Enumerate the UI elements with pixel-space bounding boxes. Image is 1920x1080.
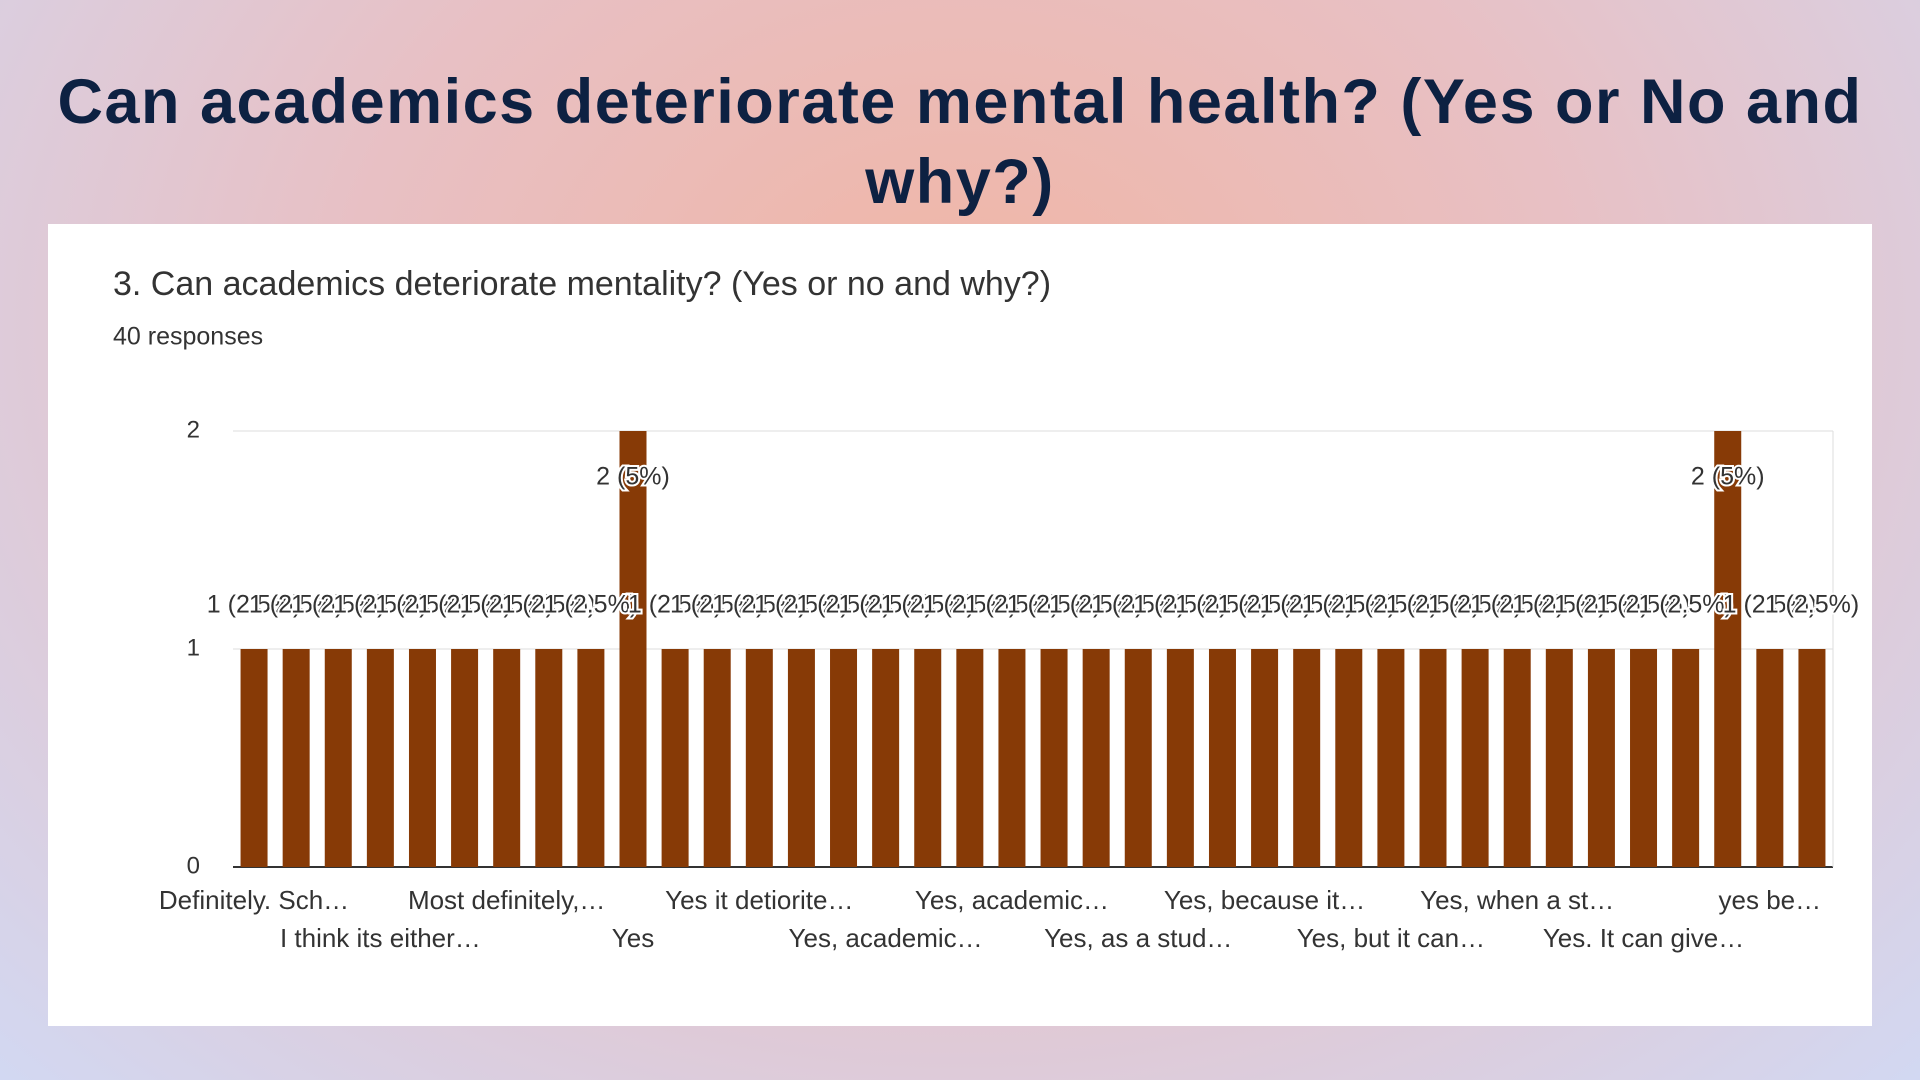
bar bbox=[1251, 649, 1279, 867]
bar bbox=[1082, 649, 1110, 867]
data-label: 1 (2.5%) bbox=[1344, 591, 1438, 619]
bar bbox=[1124, 649, 1152, 867]
data-label: 1 (2.5%) bbox=[1302, 591, 1396, 619]
bar bbox=[1630, 649, 1658, 867]
bar bbox=[872, 649, 900, 867]
bar bbox=[703, 649, 731, 867]
chart-title: 3. Can academics deteriorate mentality? … bbox=[113, 265, 1051, 303]
bar bbox=[1461, 649, 1489, 867]
data-label: 1 (2.5%) bbox=[1765, 591, 1859, 619]
bar bbox=[830, 649, 858, 867]
bar bbox=[240, 649, 268, 867]
bar bbox=[1419, 649, 1447, 867]
bar bbox=[1545, 649, 1573, 867]
data-label: 1 (2.5%) bbox=[670, 591, 764, 619]
data-label: 1 (2.5%) bbox=[375, 591, 469, 619]
data-label: 1 (2.5%) bbox=[880, 591, 974, 619]
bar bbox=[451, 649, 479, 867]
x-tick-label: Definitely. Sch… bbox=[159, 885, 349, 915]
bar bbox=[1166, 649, 1194, 867]
x-tick-label: Yes it detiorite… bbox=[665, 885, 853, 915]
data-label: 1 (2.5%) bbox=[1217, 591, 1311, 619]
bar bbox=[956, 649, 984, 867]
data-label: 1 (2.5%) bbox=[1470, 591, 1564, 619]
bar bbox=[1293, 649, 1321, 867]
data-label: 1 (2.5%) bbox=[249, 591, 343, 619]
bar bbox=[408, 649, 436, 867]
bar bbox=[1208, 649, 1236, 867]
bar bbox=[1377, 649, 1405, 867]
chart-subtitle: 40 responses bbox=[113, 323, 263, 351]
data-label: 1 (2.5%) bbox=[502, 591, 596, 619]
bar bbox=[577, 649, 605, 867]
data-label: 1 (2.5%) bbox=[459, 591, 553, 619]
card bbox=[48, 224, 1872, 1026]
x-tick-label: Yes. It can give… bbox=[1543, 923, 1744, 953]
bar bbox=[914, 649, 942, 867]
data-label: 1 (2.5%) bbox=[1049, 591, 1143, 619]
x-tick-label: Yes, academic… bbox=[789, 923, 983, 953]
bar bbox=[787, 649, 815, 867]
bar bbox=[1756, 649, 1784, 867]
bar bbox=[619, 431, 647, 867]
bar bbox=[661, 649, 689, 867]
data-label: 1 (2.5%) bbox=[796, 591, 890, 619]
data-label: 1 (2.5%) bbox=[1428, 591, 1522, 619]
data-label: 1 (2.5%) bbox=[838, 591, 932, 619]
y-tick-label: 0 bbox=[187, 852, 200, 879]
bar bbox=[1672, 649, 1700, 867]
bar bbox=[1798, 649, 1826, 867]
bar bbox=[366, 649, 394, 867]
x-tick-label: yes be… bbox=[1719, 885, 1822, 915]
data-label: 1 (2.5%) bbox=[1175, 591, 1269, 619]
data-label: 1 (2.5%) bbox=[965, 591, 1059, 619]
bar bbox=[1503, 649, 1531, 867]
bar bbox=[1040, 649, 1068, 867]
bar bbox=[493, 649, 521, 867]
y-tick-label: 2 bbox=[187, 416, 200, 443]
x-tick-label: Yes, when a st… bbox=[1420, 885, 1614, 915]
data-label: 1 (2.5%) bbox=[628, 591, 722, 619]
data-label: 1 (2.5%) bbox=[1386, 591, 1480, 619]
y-tick-label: 1 bbox=[187, 634, 200, 661]
data-label: 1 (2.5%) bbox=[1554, 591, 1648, 619]
bar bbox=[1335, 649, 1363, 867]
x-tick-label: I think its either… bbox=[280, 923, 481, 953]
x-tick-label: Yes, because it… bbox=[1164, 885, 1365, 915]
data-label: 1 (2.5%) bbox=[1638, 591, 1732, 619]
data-label: 1 (2.5%) bbox=[1259, 591, 1353, 619]
data-label: 2 (5%) bbox=[596, 463, 670, 491]
bar bbox=[1714, 431, 1742, 867]
bar bbox=[745, 649, 773, 867]
x-tick-label: Yes bbox=[612, 923, 654, 953]
bar bbox=[998, 649, 1026, 867]
data-label: 1 (2.5%) bbox=[923, 591, 1017, 619]
bar bbox=[535, 649, 563, 867]
data-label: 1 (2.5%) bbox=[417, 591, 511, 619]
x-tick-label: Yes, but it can… bbox=[1297, 923, 1485, 953]
data-label: 1 (2.5%) bbox=[712, 591, 806, 619]
data-label: 1 (2.5%) bbox=[1512, 591, 1606, 619]
data-label: 1 (2.5%) bbox=[754, 591, 848, 619]
data-label: 2 (5%) bbox=[1691, 463, 1765, 491]
data-label: 1 (2.5%) bbox=[1723, 591, 1817, 619]
data-label: 1 (2.5%) bbox=[1007, 591, 1101, 619]
data-label: 1 (2.5%) bbox=[207, 591, 301, 619]
data-label: 1 (2.5%) bbox=[333, 591, 427, 619]
page-heading: Can academics deteriorate mental health?… bbox=[57, 67, 1863, 217]
x-tick-label: Yes, as a stud… bbox=[1044, 923, 1232, 953]
data-label: 1 (2.5%) bbox=[291, 591, 385, 619]
x-tick-label: Yes, academic… bbox=[915, 885, 1109, 915]
data-label: 1 (2.5%) bbox=[1133, 591, 1227, 619]
bar bbox=[282, 649, 310, 867]
data-label: 1 (2.5%) bbox=[544, 591, 638, 619]
bar bbox=[1587, 649, 1615, 867]
bar bbox=[324, 649, 352, 867]
x-tick-label: Most definitely,… bbox=[408, 885, 605, 915]
data-label: 1 (2.5%) bbox=[1596, 591, 1690, 619]
data-label: 1 (2.5%) bbox=[1091, 591, 1185, 619]
